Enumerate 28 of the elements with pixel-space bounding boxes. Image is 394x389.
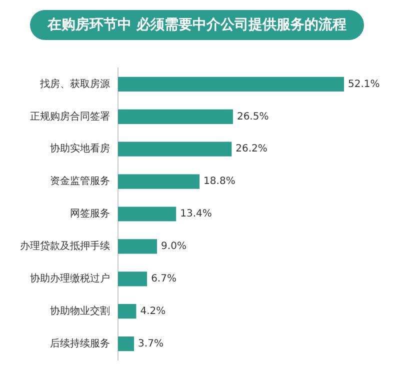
bar <box>118 272 148 286</box>
bar <box>118 174 200 189</box>
bar <box>118 206 176 222</box>
chart-title: 在购房环节中 必须需要中介公司提供服务的流程 <box>30 10 364 40</box>
data-label: 13.4% <box>180 208 212 220</box>
data-label: 18.8% <box>204 176 236 188</box>
y-tick-label: 网签服务 <box>70 208 110 220</box>
data-label: 6.7% <box>151 273 176 284</box>
y-tick-label: 正规购房合同签署 <box>30 110 110 122</box>
data-label: 9.0% <box>161 241 186 252</box>
data-label: 4.2% <box>140 306 166 317</box>
bar <box>118 336 134 352</box>
data-label: 52.1% <box>348 78 380 90</box>
y-tick-label: 协助实地看房 <box>50 142 110 155</box>
bar <box>118 239 158 254</box>
data-label: 26.5% <box>236 111 269 122</box>
bar <box>118 142 232 156</box>
data-label: 26.2% <box>236 144 268 155</box>
bar <box>118 304 136 319</box>
y-tick-label: 办理贷款及抵押手续 <box>20 240 110 252</box>
y-tick-label: 协助办理缴税过户 <box>30 272 110 284</box>
y-tick-label: 后续持续服务 <box>50 337 110 350</box>
bar <box>118 109 233 124</box>
y-tick-label: 找房、获取房源 <box>39 78 110 90</box>
y-tick-label: 资金监管服务 <box>50 175 110 188</box>
data-label: 3.7% <box>138 338 164 350</box>
y-tick-label: 协助物业交割 <box>50 304 110 317</box>
bar <box>118 76 344 92</box>
